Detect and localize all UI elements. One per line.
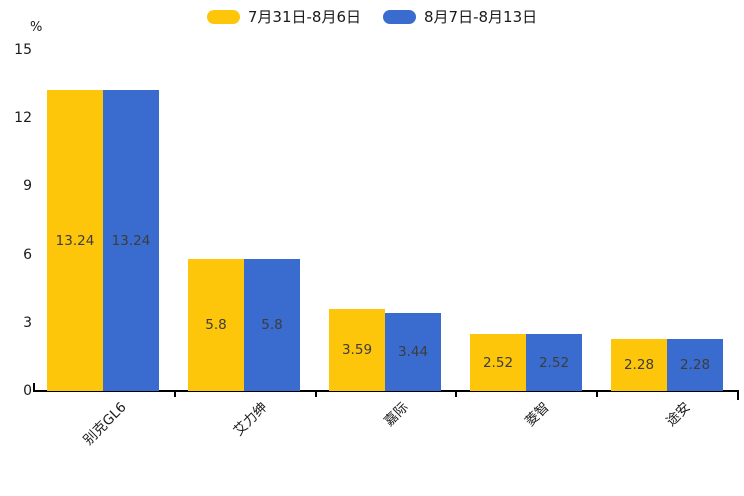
bar-value-label: 5.8 bbox=[205, 317, 227, 333]
axis-tick bbox=[596, 392, 598, 397]
x-category-label: 艾力绅 bbox=[230, 399, 271, 440]
y-tick-label: 9 bbox=[23, 178, 32, 195]
axis-tick bbox=[455, 392, 457, 397]
x-category-label: 嘉际 bbox=[381, 399, 412, 430]
legend-item-series-0[interactable]: 7月31日-8月6日 bbox=[206, 8, 361, 26]
bar-7月31日-8月6日-途安: 2.28 bbox=[611, 339, 667, 391]
y-tick-label: 0 bbox=[23, 383, 32, 399]
bar-8月7日-8月13日-途安: 2.28 bbox=[667, 339, 723, 391]
axis-tick bbox=[737, 392, 739, 400]
bar-value-label: 2.52 bbox=[482, 354, 514, 371]
bar-7月31日-8月6日-艾力绅: 5.8 bbox=[188, 259, 244, 391]
legend-item-series-1[interactable]: 8月7日-8月13日 bbox=[383, 8, 537, 26]
x-category-label: 途安 bbox=[663, 399, 694, 430]
bar-value-label: 13.24 bbox=[111, 232, 151, 249]
x-category-label: 别克GL6 bbox=[80, 399, 130, 449]
bar-7月31日-8月6日-嘉际: 3.59 bbox=[329, 309, 385, 391]
y-tick-label: 15 bbox=[14, 42, 32, 58]
bar-value-label: 3.59 bbox=[341, 342, 373, 358]
legend: 7月31日-8月6日 8月7日-8月13日 bbox=[0, 8, 744, 26]
bar-7月31日-8月6日-菱智: 2.52 bbox=[470, 334, 526, 391]
y-tick-label: 12 bbox=[14, 110, 32, 127]
bar-value-label: 3.44 bbox=[397, 344, 429, 360]
legend-swatch-icon bbox=[206, 10, 240, 24]
y-axis-unit-label: % bbox=[30, 20, 43, 35]
bar-value-label: 2.28 bbox=[679, 357, 711, 373]
y-tick-label: 3 bbox=[23, 314, 32, 331]
bar-value-label: 5.8 bbox=[261, 317, 283, 333]
legend-label: 8月7日-8月13日 bbox=[424, 8, 538, 26]
y-tick-label: 6 bbox=[23, 246, 32, 263]
bar-8月7日-8月13日-艾力绅: 5.8 bbox=[244, 259, 300, 391]
bar-8月7日-8月13日-嘉际: 3.44 bbox=[385, 313, 441, 391]
axis-tick bbox=[174, 392, 176, 397]
legend-swatch-icon bbox=[383, 10, 416, 24]
bar-value-label: 2.52 bbox=[538, 354, 570, 371]
legend-label: 7月31日-8月6日 bbox=[247, 8, 361, 26]
bar-8月7日-8月13日-别克GL6: 13.24 bbox=[103, 90, 159, 391]
bar-value-label: 2.28 bbox=[623, 357, 655, 373]
bar-7月31日-8月6日-别克GL6: 13.24 bbox=[47, 90, 103, 391]
axis-tick bbox=[315, 392, 317, 397]
x-category-label: 菱智 bbox=[522, 399, 553, 430]
x-axis-line bbox=[33, 390, 739, 392]
axis-tick bbox=[33, 383, 35, 391]
bar-8月7日-8月13日-菱智: 2.52 bbox=[526, 334, 582, 391]
bar-value-label: 13.24 bbox=[55, 232, 95, 249]
